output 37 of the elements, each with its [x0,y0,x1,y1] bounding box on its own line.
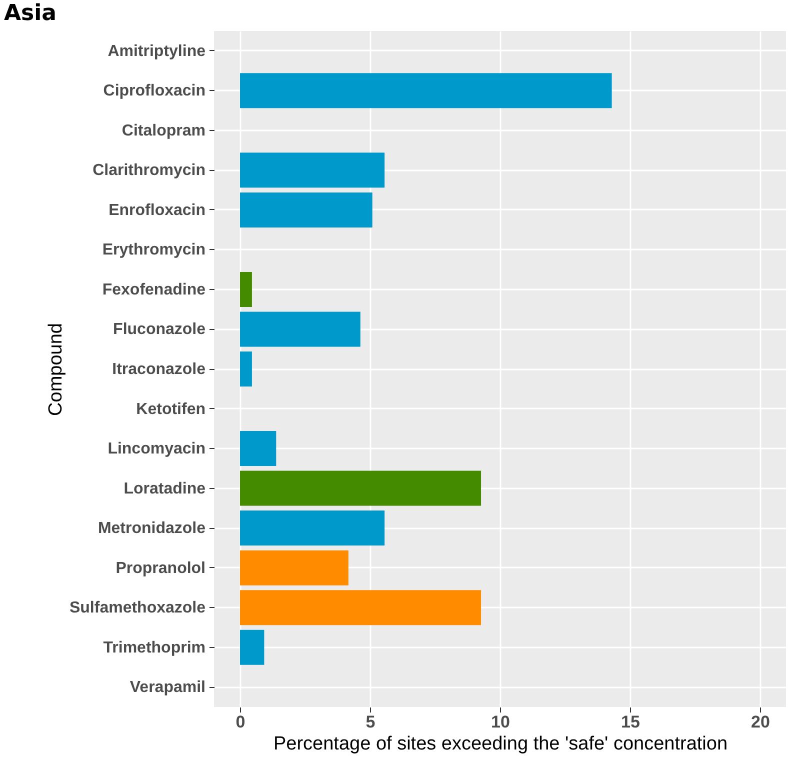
y-tick-label: Sulfamethoxazole [69,600,206,617]
y-tick-label: Enrofloxacin [108,202,206,219]
y-tick-label: Trimethoprim [103,639,206,656]
bar [240,272,252,307]
x-tick-label: 0 [236,712,246,732]
y-tick-label: Citalopram [122,122,206,140]
y-tick-label: Propranolol [116,560,206,577]
x-tick-label: 5 [366,712,376,732]
x-tick-label: 20 [751,712,770,732]
y-tick-label: Metronidazole [98,520,206,538]
y-tick-label: Itraconazole [112,361,206,378]
y-tick-label: Ketotifen [136,400,206,418]
bar [240,630,264,665]
bar [240,590,482,626]
y-tick-label: Fexofenadine [102,281,206,298]
y-axis-title: Compound [45,323,66,416]
y-tick-label: Lincomyacin [108,440,206,458]
bar [240,510,385,546]
bar [240,470,482,506]
text: Asia [4,1,57,26]
bar [240,431,276,466]
bar [240,550,348,586]
bar [240,73,612,108]
x-tick-label: 15 [621,712,640,732]
y-tick-label: Clarithromycin [92,162,206,180]
y-tick-label: Verapamil [130,679,206,696]
y-tick-label: Amitriptyline [108,42,206,60]
bar [240,192,372,228]
x-tick-label: 10 [491,712,510,732]
y-tick-label: Ciprofloxacin [103,82,206,100]
bar [240,352,252,386]
bar [240,312,360,347]
x-axis-title: Percentage of sites exceeding the 'safe' concentration [273,734,728,754]
y-tick-label: Fluconazole [113,321,206,338]
bar [240,152,385,188]
y-tick-label: Erythromycin [102,242,206,259]
y-tick-label: Loratadine [124,480,206,498]
